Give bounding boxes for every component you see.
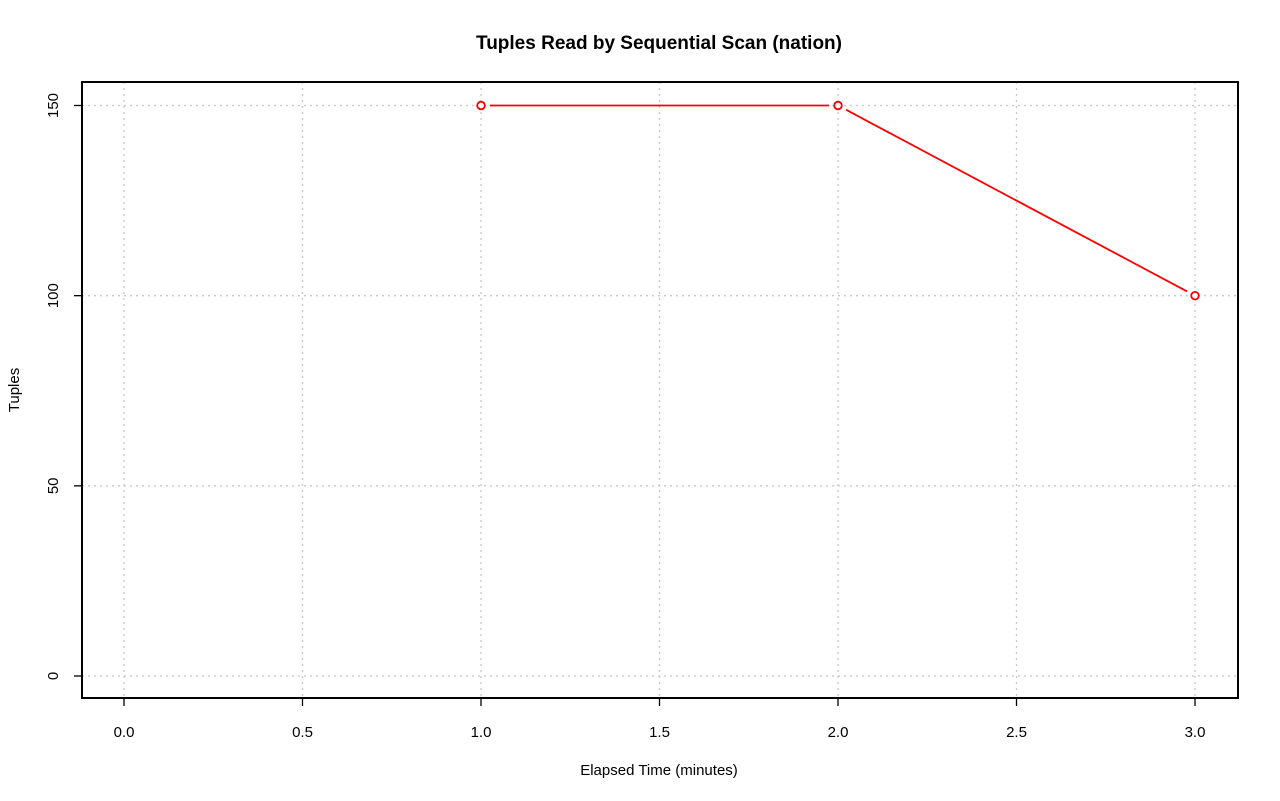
data-point bbox=[833, 100, 843, 111]
series-layer bbox=[476, 100, 1200, 301]
x-tick-label: 0.5 bbox=[292, 724, 313, 741]
x-axis: 0.0 0.5 1.0 1.5 2.0 2.5 3.0 bbox=[114, 698, 1206, 741]
x-tick-label: 3.0 bbox=[1185, 724, 1206, 741]
y-tick-label: 50 bbox=[45, 477, 62, 494]
data-point bbox=[1190, 290, 1200, 301]
data-point bbox=[476, 100, 486, 111]
y-tick-label: 150 bbox=[45, 93, 62, 118]
grid bbox=[82, 82, 1238, 698]
series-line-segment bbox=[845, 108, 1188, 293]
y-tick-label: 100 bbox=[45, 283, 62, 308]
x-tick-label: 1.5 bbox=[649, 724, 670, 741]
x-tick-label: 0.0 bbox=[114, 724, 135, 741]
x-axis-label: Elapsed Time (minutes) bbox=[580, 762, 738, 779]
chart-title: Tuples Read by Sequential Scan (nation) bbox=[476, 33, 842, 54]
y-axis-label: Tuples bbox=[6, 368, 23, 412]
y-tick-label: 0 bbox=[45, 672, 62, 680]
y-axis: 0 50 100 150 bbox=[45, 93, 82, 680]
x-tick-label: 2.5 bbox=[1006, 724, 1027, 741]
x-tick-label: 2.0 bbox=[828, 724, 849, 741]
x-tick-label: 1.0 bbox=[471, 724, 492, 741]
